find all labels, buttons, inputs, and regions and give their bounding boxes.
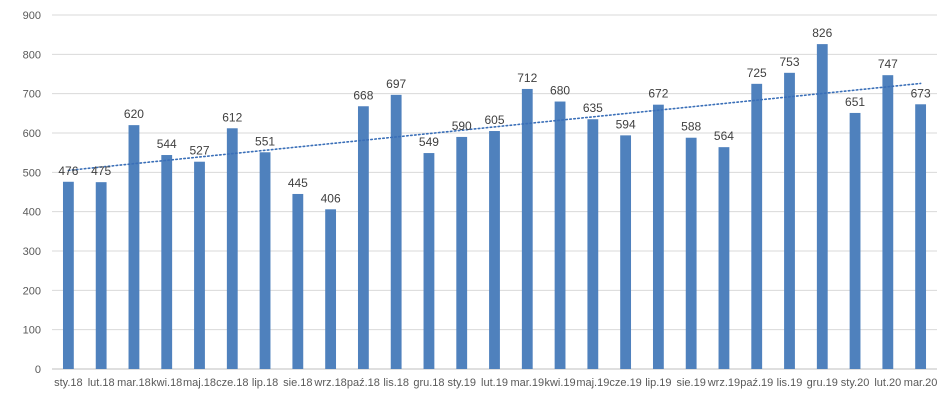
bar — [62, 181, 74, 369]
y-tick-label: 400 — [23, 207, 41, 219]
data-label: 476 — [58, 164, 78, 178]
bar — [718, 147, 730, 369]
data-label: 605 — [484, 113, 504, 127]
bar — [161, 155, 173, 369]
x-tick-label: kwi.18 — [151, 377, 182, 389]
bar — [390, 94, 402, 369]
x-tick-label: paź.19 — [740, 377, 773, 389]
data-label: 590 — [452, 119, 472, 133]
y-tick-label: 100 — [23, 325, 41, 337]
bar — [259, 152, 271, 369]
bar — [489, 131, 500, 369]
y-tick-label: 300 — [23, 246, 41, 258]
y-axis-ticks: 0 100 200 300 400 500 600 700 800 900 — [23, 10, 41, 376]
x-tick-label: sty.19 — [447, 377, 476, 389]
bar — [423, 153, 435, 369]
data-label: 680 — [550, 84, 570, 98]
x-tick-label: gru.19 — [807, 377, 838, 389]
y-tick-label: 900 — [23, 10, 41, 22]
trendline-line — [67, 82, 922, 172]
data-label: 564 — [714, 129, 734, 143]
bar — [128, 125, 140, 369]
x-tick-label: lip.18 — [252, 377, 278, 389]
x-tick-label: paź.18 — [347, 377, 380, 389]
x-tick-label: wrz.18 — [313, 377, 346, 389]
data-label: 712 — [517, 71, 537, 85]
x-tick-label: mar.18 — [117, 377, 151, 389]
data-label: 651 — [845, 95, 865, 109]
bar — [456, 136, 468, 369]
data-label: 747 — [878, 57, 898, 71]
x-tick-label: sie.18 — [283, 377, 312, 389]
x-tick-label: lis.18 — [383, 377, 409, 389]
y-tick-label: 700 — [23, 89, 41, 101]
x-tick-label: wrz.19 — [707, 377, 740, 389]
data-labels: 476 475 620 544 527 612 551 445 406 668 697 549 590 6… — [58, 26, 931, 205]
data-label: 588 — [681, 120, 701, 134]
data-label: 826 — [812, 26, 832, 40]
x-tick-label: sty.18 — [54, 377, 83, 389]
bar — [226, 128, 238, 369]
bar — [521, 88, 533, 370]
x-tick-label: sie.19 — [676, 377, 705, 389]
y-tick-label: 0 — [35, 364, 41, 376]
data-label: 406 — [321, 191, 341, 205]
data-label: 527 — [189, 144, 209, 158]
y-tick-label: 800 — [23, 49, 41, 61]
bar — [751, 83, 763, 369]
data-label: 445 — [288, 176, 308, 190]
bar — [849, 112, 861, 369]
y-tick-label: 600 — [23, 128, 41, 140]
data-label: 753 — [779, 55, 799, 69]
x-tick-label: kwi.19 — [544, 377, 575, 389]
y-tick-label: 500 — [23, 167, 41, 179]
data-label: 612 — [222, 110, 242, 124]
bar — [357, 106, 369, 370]
bar — [816, 44, 828, 370]
x-tick-label: gru.18 — [413, 377, 444, 389]
bar — [554, 101, 566, 370]
data-label: 551 — [255, 134, 275, 148]
bar — [587, 119, 599, 369]
data-label: 544 — [157, 137, 177, 151]
x-tick-label: cze.18 — [216, 377, 248, 389]
x-tick-label: lut.20 — [874, 377, 901, 389]
data-label: 620 — [124, 107, 144, 121]
x-tick-label: mar.20 — [904, 377, 938, 389]
bar — [882, 75, 894, 370]
bar — [620, 135, 632, 369]
x-tick-label: maj.18 — [183, 377, 216, 389]
data-label: 672 — [648, 87, 668, 101]
x-tick-label: mar.19 — [510, 377, 544, 389]
data-label: 475 — [91, 164, 111, 178]
trendline — [67, 82, 922, 172]
x-tick-label: lut.19 — [481, 377, 508, 389]
data-label: 549 — [419, 135, 439, 149]
x-tick-label: maj.19 — [576, 377, 609, 389]
bar — [915, 104, 927, 369]
data-label: 668 — [353, 88, 373, 102]
bar — [194, 161, 205, 369]
bar — [325, 209, 337, 369]
x-tick-label: lip.19 — [645, 377, 671, 389]
data-label: 725 — [747, 66, 767, 80]
data-label: 673 — [911, 86, 931, 100]
y-tick-label: 200 — [23, 285, 41, 297]
bar — [784, 72, 795, 369]
x-axis-ticks: sty.18 lut.18 mar.18 kwi.18 maj.18 cze.18 lip.… — [54, 377, 937, 389]
data-label: 635 — [583, 101, 603, 115]
bar — [685, 137, 697, 369]
bar — [652, 104, 664, 370]
x-tick-label: lis.19 — [777, 377, 803, 389]
data-label: 697 — [386, 77, 406, 91]
x-tick-label: lut.18 — [88, 377, 115, 389]
x-tick-label: cze.19 — [609, 377, 641, 389]
bars — [62, 44, 927, 370]
x-tick-label: sty.20 — [841, 377, 870, 389]
data-label: 594 — [616, 117, 636, 131]
bar — [95, 182, 107, 369]
bar — [292, 193, 304, 369]
